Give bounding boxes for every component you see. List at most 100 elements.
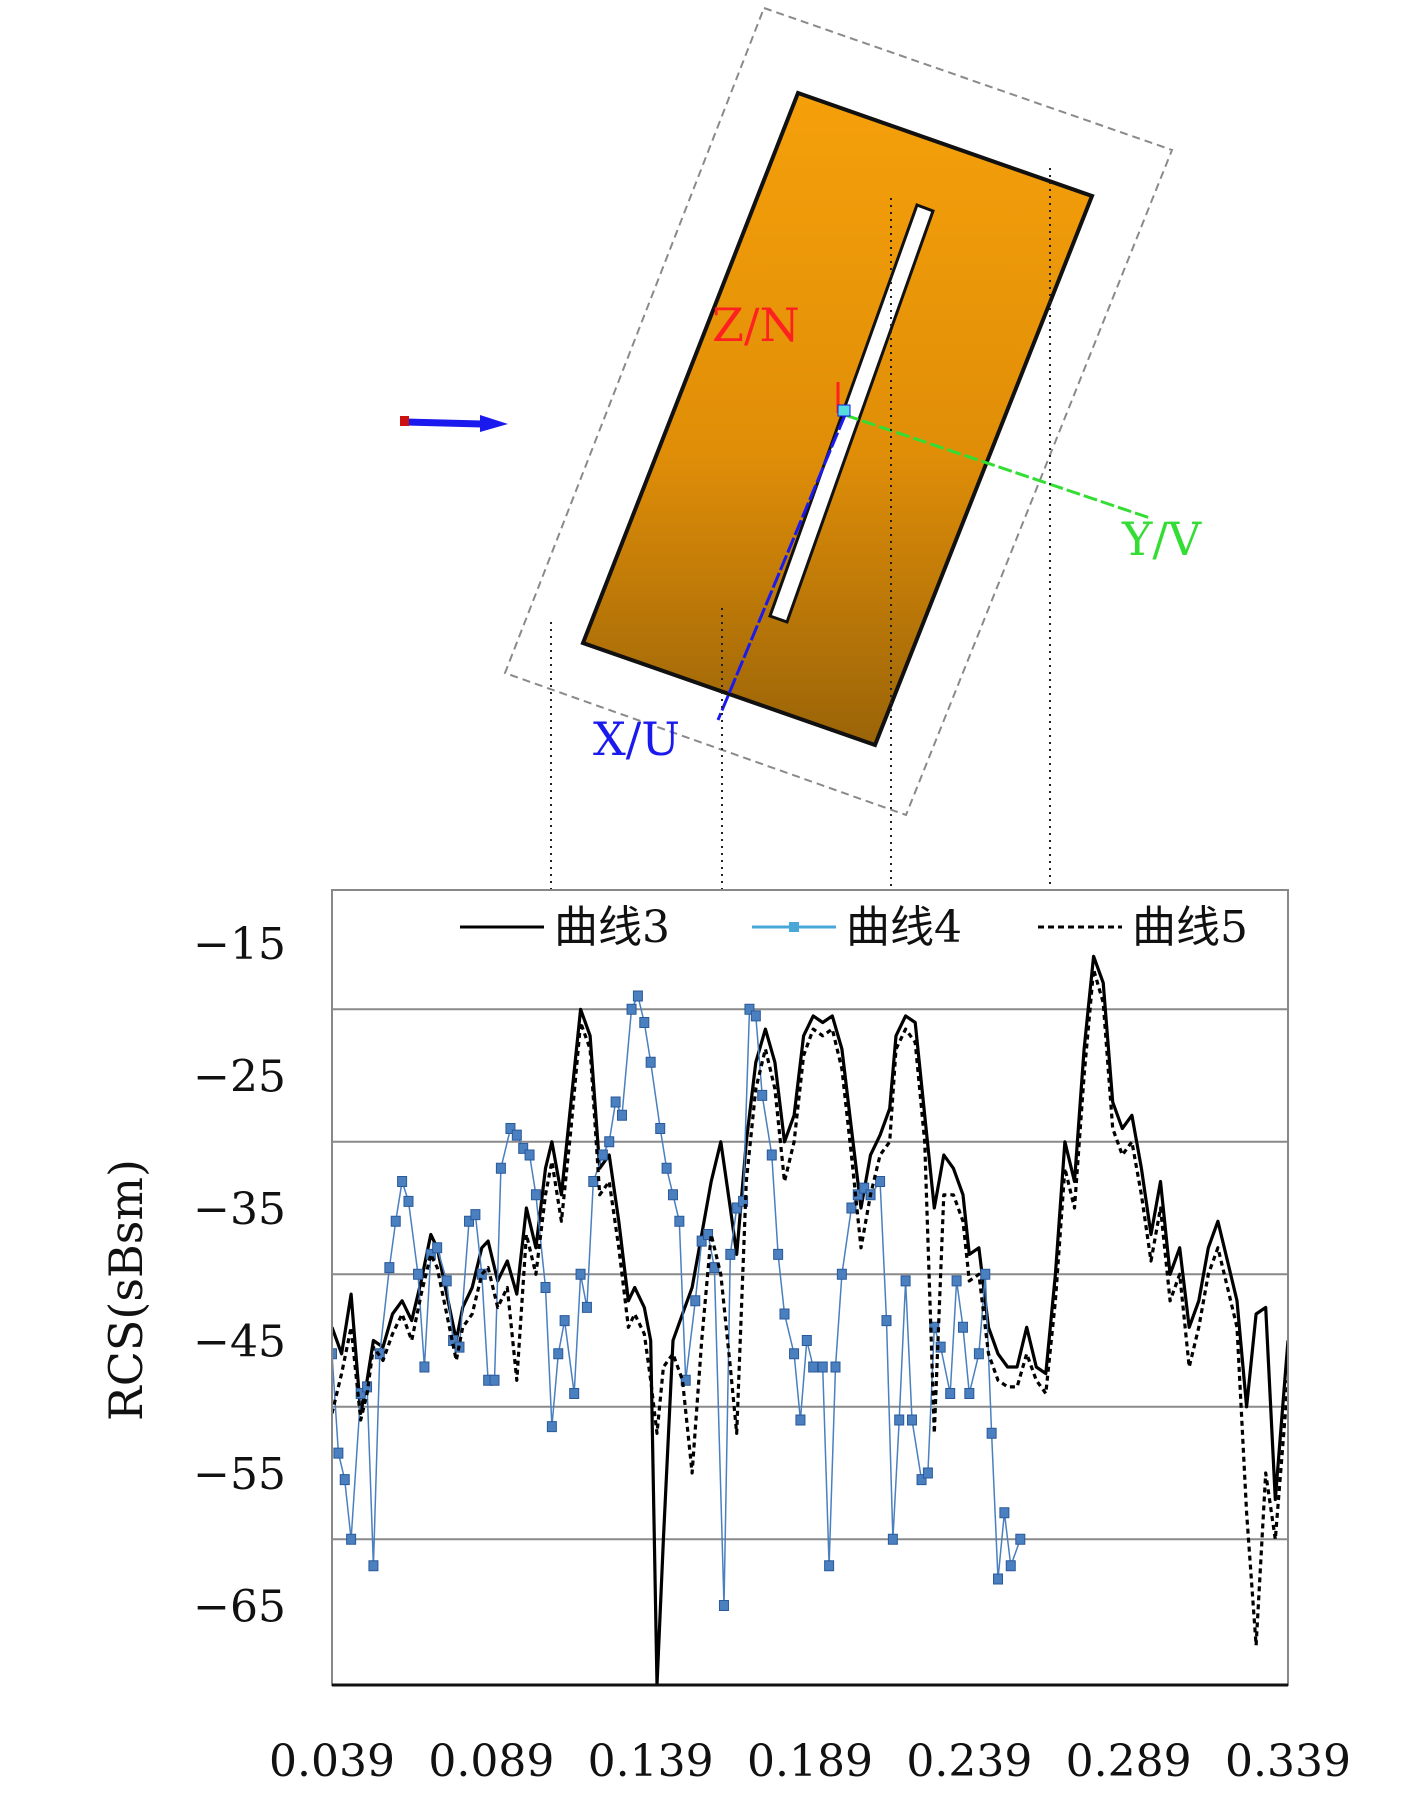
data-point <box>489 1374 500 1386</box>
series-line <box>332 967 1288 1647</box>
y-tick-label: −65 <box>193 1582 286 1633</box>
data-point <box>846 1202 857 1214</box>
data-point <box>559 1315 570 1327</box>
x-tick-label: 0.089 <box>428 1736 554 1787</box>
data-point <box>916 1474 927 1486</box>
data-point <box>470 1209 481 1221</box>
data-point <box>511 1129 522 1141</box>
data-point <box>993 1573 1004 1585</box>
data-point <box>744 1003 755 1015</box>
data-point <box>795 1414 806 1426</box>
x-tick-label: 0.239 <box>906 1736 1032 1787</box>
data-point <box>887 1533 898 1545</box>
data-point <box>964 1388 975 1399</box>
data-point <box>645 1056 656 1068</box>
legend-label: 曲线5 <box>1132 902 1248 953</box>
y-tick-label: −55 <box>193 1449 286 1500</box>
rcs-chart: −15−25−35−45−55−65 0.039 0.089 0.139 0.189 0… <box>99 889 1351 1787</box>
series-2 <box>332 990 1026 1611</box>
y-tick-label: −15 <box>193 919 286 970</box>
data-point <box>859 1182 870 1194</box>
data-point <box>824 1560 835 1572</box>
data-point <box>999 1507 1010 1519</box>
data-point <box>540 1282 551 1293</box>
data-point <box>339 1474 350 1486</box>
data-point <box>441 1275 452 1287</box>
data-point <box>801 1335 812 1346</box>
legend-item: 曲线5 <box>1038 902 1248 953</box>
data-point <box>773 1248 784 1260</box>
data-point <box>569 1388 580 1399</box>
data-point <box>597 1149 608 1161</box>
y-tick-label: −25 <box>193 1052 286 1103</box>
x-tick-label: 0.339 <box>1225 1736 1351 1787</box>
data-point <box>667 1189 678 1201</box>
data-point <box>881 1315 892 1327</box>
data-point <box>830 1361 841 1373</box>
data-point <box>766 1149 777 1161</box>
data-point <box>789 1348 800 1360</box>
x-tick-label: 0.189 <box>747 1736 873 1787</box>
data-point <box>403 1195 414 1207</box>
metal-plate <box>580 90 1095 748</box>
data-point <box>419 1361 430 1373</box>
legend-item: 曲线4 <box>752 902 962 953</box>
data-point <box>546 1421 557 1433</box>
data-point <box>432 1242 443 1254</box>
data-point <box>725 1248 736 1260</box>
legend-label: 曲线3 <box>554 902 670 953</box>
data-point <box>922 1467 933 1479</box>
data-point <box>852 1189 863 1201</box>
x-tick-label: 0.039 <box>269 1736 395 1787</box>
series-layer <box>332 954 1288 1685</box>
z-axis-label: Z/N <box>712 298 800 352</box>
data-point <box>397 1176 408 1187</box>
data-point <box>524 1149 535 1161</box>
x-tick-label: 0.139 <box>588 1736 714 1787</box>
data-point <box>900 1275 911 1287</box>
data-point <box>980 1268 991 1280</box>
x-axis-label: X/U <box>593 712 680 766</box>
incident-wave-arrow-icon <box>400 415 508 432</box>
data-point <box>575 1268 586 1280</box>
bounding-box-outline <box>503 6 1174 817</box>
gridlines <box>332 1008 1288 1541</box>
data-point <box>333 1447 344 1459</box>
y-tick-label: −45 <box>193 1317 286 1368</box>
legend-marker <box>789 922 799 932</box>
x-tick-labels: 0.039 0.089 0.139 0.189 0.239 0.289 0.339 <box>269 1736 1351 1787</box>
data-point <box>495 1162 506 1174</box>
y-tick-label: −35 <box>193 1184 286 1235</box>
model-view: Z/N Y/V X/U <box>400 6 1202 1015</box>
legend-label: 曲线4 <box>846 902 962 953</box>
data-point <box>655 1123 666 1134</box>
data-point <box>632 990 643 1002</box>
data-point <box>738 1195 749 1207</box>
x-axis-line <box>716 414 847 721</box>
data-point <box>894 1414 905 1426</box>
data-point <box>390 1215 401 1227</box>
series-1 <box>332 954 1288 1685</box>
y-axis-label: Y/V <box>1121 512 1202 566</box>
data-point <box>750 1010 761 1022</box>
data-point <box>661 1162 672 1174</box>
data-point <box>604 1136 615 1148</box>
data-point <box>718 1600 729 1611</box>
data-point <box>1015 1533 1026 1545</box>
series-line <box>332 995 1022 1607</box>
data-point <box>518 1142 529 1154</box>
x-tick-label: 0.289 <box>1066 1736 1192 1787</box>
data-point <box>413 1268 424 1280</box>
legend-item: 曲线3 <box>460 902 670 953</box>
data-point <box>973 1348 984 1360</box>
data-point <box>616 1109 627 1121</box>
data-point <box>957 1321 968 1333</box>
data-point <box>690 1295 701 1307</box>
data-point <box>817 1361 828 1373</box>
data-point <box>588 1176 599 1187</box>
data-point <box>581 1301 592 1313</box>
y-axis-title: RCS(sBsm) <box>99 1159 153 1421</box>
data-point <box>332 1348 337 1360</box>
data-point <box>464 1215 475 1227</box>
